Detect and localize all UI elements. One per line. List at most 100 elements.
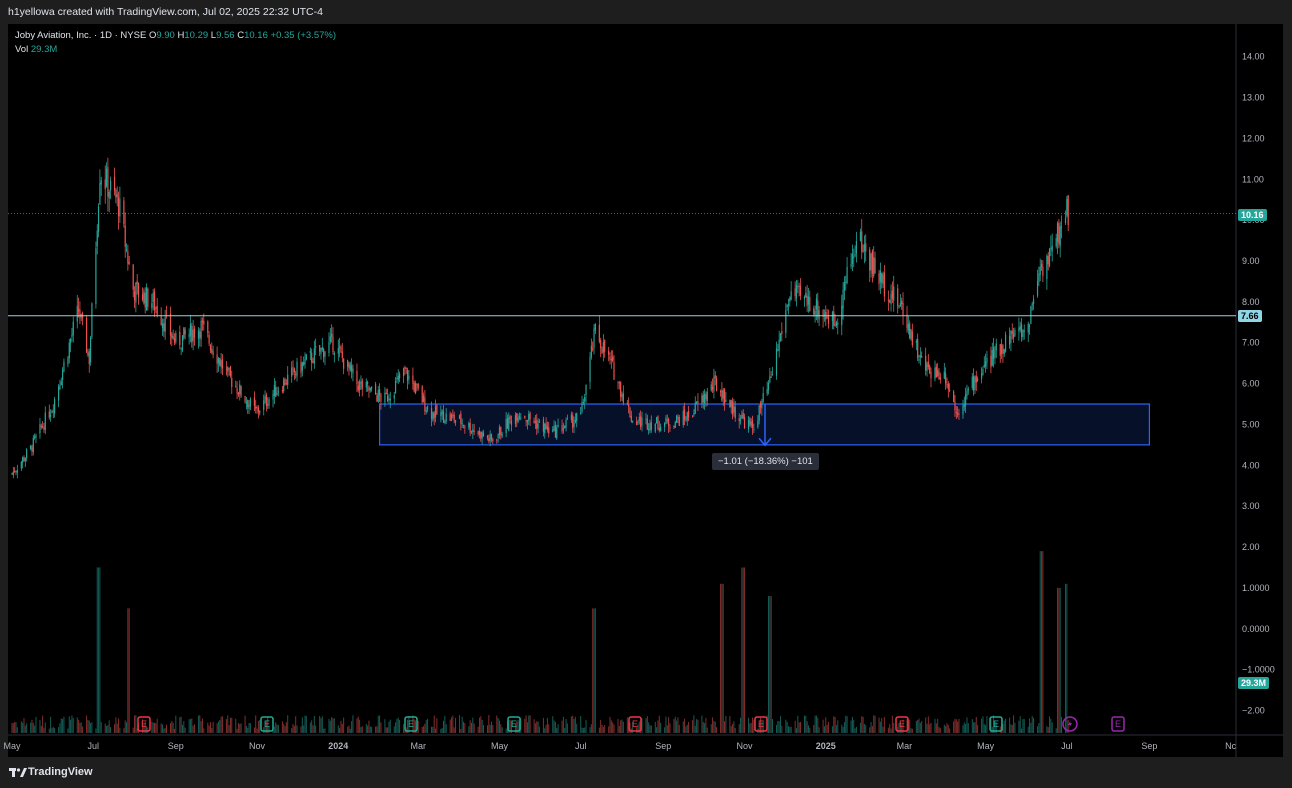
footer-brand[interactable]: TradingView xyxy=(28,766,93,778)
volume-bar xyxy=(1055,728,1057,733)
candle-body xyxy=(674,421,676,428)
volume-bar xyxy=(656,727,658,733)
candle-body xyxy=(59,385,61,390)
volume-bar xyxy=(935,723,937,733)
candle-body xyxy=(769,376,771,383)
candle-body xyxy=(211,349,213,353)
volume-bar xyxy=(1002,724,1004,733)
candle-body xyxy=(71,334,73,337)
time-axis-label: Nov xyxy=(249,741,266,751)
earnings-event-icon[interactable]: E xyxy=(260,716,274,732)
candle-body xyxy=(786,304,788,308)
volume-bar xyxy=(926,723,928,733)
volume-bar xyxy=(152,722,154,733)
candle-body xyxy=(739,419,742,421)
candle-body xyxy=(319,345,321,352)
candle-body xyxy=(974,376,976,390)
volume-bar xyxy=(360,727,362,733)
svg-text:E: E xyxy=(408,719,414,729)
volume-bar xyxy=(90,723,92,733)
candle-body xyxy=(132,264,134,290)
volume-bar xyxy=(927,716,929,733)
candle-body xyxy=(99,183,101,205)
earnings-event-icon[interactable]: E xyxy=(989,716,1003,732)
volume-bar xyxy=(787,726,789,733)
candle-body xyxy=(626,402,628,404)
candle-body xyxy=(648,428,650,430)
earnings-event-icon[interactable]: E xyxy=(1111,716,1125,732)
candle-body xyxy=(725,399,727,402)
time-axis-label: Jul xyxy=(87,741,99,751)
candle-body xyxy=(124,225,126,247)
volume-bar xyxy=(368,720,370,733)
volume-bar xyxy=(891,715,893,733)
candle-body xyxy=(343,358,345,369)
volume-bar xyxy=(155,723,157,733)
volume-bar xyxy=(341,723,343,733)
volume-bar xyxy=(890,728,892,733)
volume-bar xyxy=(415,720,417,733)
volume-bar xyxy=(114,724,116,733)
candle-body xyxy=(30,445,32,449)
volume-bar xyxy=(817,717,819,733)
candle-body xyxy=(939,377,941,380)
volume-bar xyxy=(30,722,32,733)
volume-bar xyxy=(356,718,358,733)
volume-bar xyxy=(107,725,109,733)
candle-body xyxy=(460,413,462,424)
volume-bar xyxy=(688,721,690,733)
candle-body xyxy=(442,411,445,423)
legend-symbol[interactable]: Joby Aviation, Inc. · 1D · NYSE xyxy=(15,30,147,41)
volume-bar xyxy=(622,721,624,733)
candle-body xyxy=(542,419,545,432)
candle-body xyxy=(807,296,810,305)
earnings-event-icon[interactable]: E xyxy=(507,716,521,732)
candle-body xyxy=(63,361,65,372)
volume-bar xyxy=(173,728,175,733)
volume-bar xyxy=(986,716,988,733)
candle-body xyxy=(404,367,406,369)
volume-bar xyxy=(361,726,363,733)
candle-body xyxy=(781,331,783,335)
footer: TradingView xyxy=(0,758,1292,788)
earnings-event-icon[interactable]: E xyxy=(895,716,909,732)
volume-bar xyxy=(863,723,865,733)
volume-bar xyxy=(319,715,321,733)
legend-l-label: L xyxy=(210,30,217,41)
volume-bar xyxy=(127,608,129,733)
chart-frame[interactable] xyxy=(8,24,1283,757)
volume-bar xyxy=(268,726,270,733)
time-axis-label: Sep xyxy=(168,741,184,751)
candle-body xyxy=(397,375,399,381)
earnings-event-icon[interactable]: E xyxy=(628,716,642,732)
candle-body xyxy=(514,415,517,424)
volume-bar xyxy=(395,722,397,733)
candle-body xyxy=(136,280,138,284)
candle-body xyxy=(835,322,838,326)
earnings-event-icon[interactable]: E xyxy=(137,716,151,732)
candle-body xyxy=(778,339,780,351)
volume-bar xyxy=(537,721,539,733)
candle-body xyxy=(313,348,315,364)
volume-bar xyxy=(906,718,908,733)
candle-body xyxy=(919,355,921,358)
volume-bar xyxy=(20,721,22,733)
candle-body xyxy=(537,423,539,429)
earnings-event-icon[interactable]: E xyxy=(404,716,418,732)
candle-body xyxy=(582,402,584,404)
candle-body xyxy=(770,376,772,378)
volume-bar xyxy=(909,719,911,733)
earnings-event-icon[interactable]: E xyxy=(754,716,768,732)
candle-body xyxy=(416,383,418,385)
price-tick-label: 1.0000 xyxy=(1242,583,1270,593)
volume-bar xyxy=(440,728,442,733)
volume-bar xyxy=(626,717,628,733)
event-bolt-icon[interactable] xyxy=(1062,716,1078,732)
volume-bar xyxy=(128,608,130,733)
volume-bar xyxy=(463,721,465,733)
hline-price-tag[interactable]: 7.66 xyxy=(1238,310,1262,322)
candle-body xyxy=(151,303,153,308)
volume-bar xyxy=(436,718,438,733)
volume-bar xyxy=(477,726,479,733)
